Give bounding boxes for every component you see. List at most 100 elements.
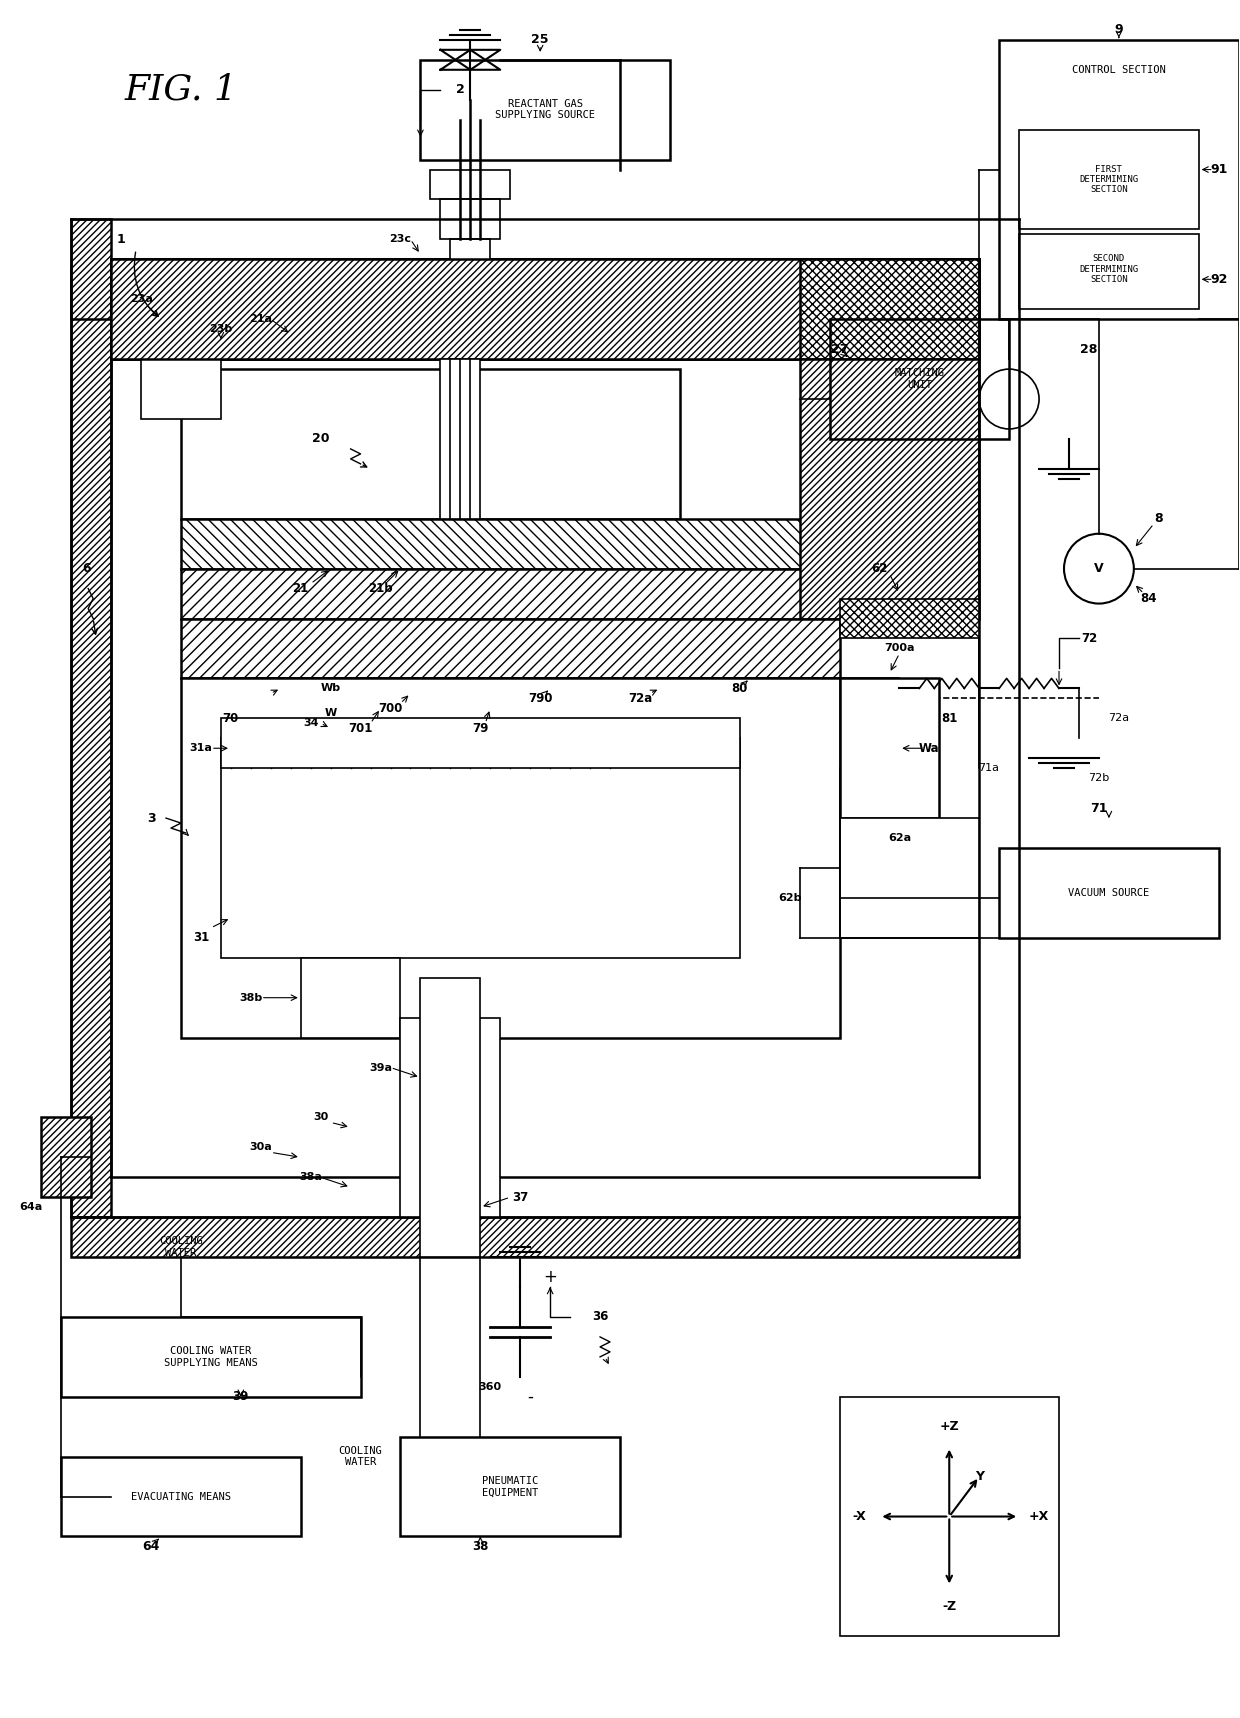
Text: 72a: 72a	[627, 692, 652, 704]
Text: 84: 84	[1141, 593, 1157, 605]
Text: +Z: +Z	[940, 1421, 959, 1433]
Text: 31a: 31a	[190, 744, 212, 752]
Text: Y: Y	[975, 1471, 983, 1483]
Text: 70: 70	[223, 711, 239, 725]
Text: 39: 39	[233, 1390, 249, 1404]
Text: PNEUMATIC
EQUIPMENT: PNEUMATIC EQUIPMENT	[482, 1476, 538, 1498]
Text: 8: 8	[1154, 512, 1163, 526]
Text: COOLING
WATER: COOLING WATER	[339, 1447, 382, 1467]
Bar	[181, 369, 680, 519]
Text: 700a: 700a	[884, 644, 915, 653]
Text: 72: 72	[1081, 632, 1097, 644]
Text: SECOND
DETERMIMING
SECTION: SECOND DETERMIMING SECTION	[1079, 254, 1138, 283]
Bar	[71, 270, 112, 1216]
Text: 79: 79	[472, 722, 489, 735]
Bar	[440, 199, 500, 239]
Text: Wb: Wb	[321, 684, 341, 694]
Bar	[420, 978, 480, 1258]
Bar	[221, 739, 740, 957]
Text: CONTROL SECTION: CONTROL SECTION	[1073, 65, 1166, 76]
Text: +X: +X	[1029, 1510, 1049, 1524]
Bar	[71, 220, 112, 320]
Text: 91: 91	[1210, 163, 1228, 175]
Text: 92: 92	[1210, 273, 1228, 285]
Text: 701: 701	[348, 722, 373, 735]
Text: 38b: 38b	[239, 993, 263, 1003]
Text: +: +	[543, 1268, 557, 1287]
Text: 360: 360	[479, 1381, 502, 1392]
Text: 38a: 38a	[299, 1172, 322, 1182]
Text: EVACUATING MEANS: EVACUATING MEANS	[131, 1491, 231, 1502]
Bar	[1019, 129, 1199, 230]
Bar	[181, 569, 839, 618]
Text: REACTANT GAS
SUPPLYING SOURCE: REACTANT GAS SUPPLYING SOURCE	[495, 100, 595, 120]
Text: 64a: 64a	[20, 1203, 43, 1213]
Bar	[301, 957, 401, 1038]
Bar	[450, 239, 490, 320]
Text: 80: 80	[732, 682, 748, 694]
Text: 28: 28	[1080, 342, 1097, 356]
Text: 64: 64	[143, 1539, 160, 1553]
Text: 72b: 72b	[1089, 773, 1110, 783]
Text: -: -	[527, 1388, 533, 1405]
Bar	[401, 1017, 500, 1216]
Text: 21: 21	[293, 582, 309, 594]
Text: 72a: 72a	[1109, 713, 1130, 723]
Text: 38: 38	[472, 1539, 489, 1553]
Text: 23c: 23c	[389, 234, 412, 244]
Text: 23b: 23b	[210, 325, 233, 335]
Bar	[181, 618, 839, 679]
Bar	[41, 1117, 92, 1197]
Bar	[650, 679, 899, 708]
Text: 62: 62	[872, 562, 888, 576]
Bar	[830, 320, 1009, 438]
Bar	[1019, 234, 1199, 309]
Bar	[181, 679, 839, 1038]
Text: COOLING
WATER: COOLING WATER	[159, 1237, 203, 1258]
Text: -Z: -Z	[942, 1599, 956, 1613]
Text: 23a: 23a	[130, 294, 153, 304]
Text: MATCHING
UNIT: MATCHING UNIT	[894, 368, 945, 390]
Text: 30: 30	[312, 1113, 329, 1122]
Text: 790: 790	[528, 692, 553, 704]
Text: 81: 81	[941, 711, 957, 725]
Text: W: W	[325, 708, 337, 718]
Text: 21b: 21b	[368, 582, 393, 594]
Bar	[839, 1397, 1059, 1636]
Bar	[440, 359, 480, 519]
Text: 6: 6	[82, 562, 91, 576]
Text: VACUUM SOURCE: VACUUM SOURCE	[1069, 888, 1149, 899]
Bar	[999, 849, 1219, 938]
Text: 20: 20	[312, 433, 330, 445]
Text: 36: 36	[591, 1311, 609, 1323]
Bar	[401, 1436, 620, 1536]
Bar	[61, 1457, 301, 1536]
Text: 2: 2	[456, 82, 465, 96]
Text: 39a: 39a	[370, 1062, 392, 1072]
Text: 71: 71	[1090, 802, 1107, 814]
Text: FIRST
DETERMIMING
SECTION: FIRST DETERMIMING SECTION	[1079, 165, 1138, 194]
Bar	[839, 818, 980, 938]
Text: 37: 37	[512, 1191, 528, 1204]
Text: 21a: 21a	[249, 314, 273, 325]
Text: 700: 700	[378, 703, 403, 715]
Text: 34: 34	[303, 718, 319, 728]
Bar	[112, 259, 980, 359]
Bar	[839, 679, 939, 818]
Bar	[839, 598, 980, 639]
Bar	[430, 170, 510, 199]
Bar	[61, 1318, 361, 1397]
Text: V: V	[1094, 562, 1104, 576]
Bar	[420, 60, 670, 160]
Text: 1: 1	[117, 234, 125, 246]
Text: 9: 9	[1115, 24, 1123, 36]
Text: 27: 27	[831, 342, 848, 356]
Text: 31: 31	[192, 931, 210, 945]
Bar	[999, 40, 1239, 320]
Text: 62b: 62b	[777, 893, 801, 904]
Text: 25: 25	[532, 33, 549, 46]
Bar	[112, 259, 980, 359]
Text: -X: -X	[853, 1510, 867, 1524]
Bar	[221, 718, 740, 768]
Text: 3: 3	[146, 811, 155, 825]
